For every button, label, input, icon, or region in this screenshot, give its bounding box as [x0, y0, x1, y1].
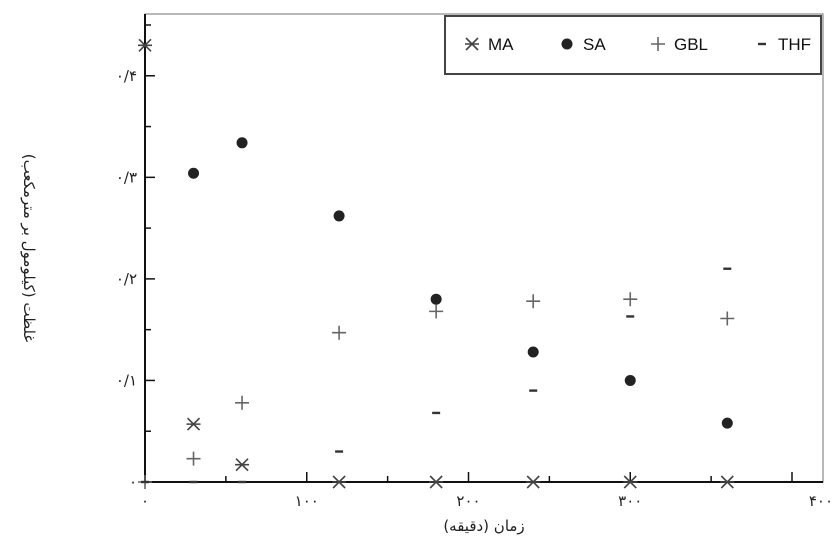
point-gbl — [429, 304, 444, 319]
point-ma — [332, 475, 347, 489]
y-tick-label: ۰/۳ — [116, 168, 137, 186]
x-tick-label: ۳۰۰ — [618, 492, 642, 510]
y-tick-label: ۰/۴ — [116, 67, 137, 85]
legend-marker-gbl — [651, 37, 665, 51]
x-tick-label: ۱۰۰ — [295, 492, 319, 510]
y-axis-title: غلظت (کیلومول بر مترمکعب) — [20, 154, 38, 343]
point-gbl — [332, 325, 347, 340]
point-ma — [720, 475, 735, 489]
point-sa — [624, 374, 636, 386]
legend-label-sa: SA — [583, 35, 606, 54]
point-gbl — [235, 395, 250, 410]
point-ma — [623, 475, 638, 489]
series-gbl — [138, 292, 735, 489]
y-tick-label: ۰ — [129, 473, 137, 491]
x-tick-label: ۰ — [141, 492, 149, 510]
point-ma — [526, 475, 541, 489]
point-sa — [333, 210, 345, 222]
x-axis-title: زمان (دقیقه) — [443, 517, 524, 535]
point-sa — [721, 417, 733, 429]
legend-marker-sa — [561, 38, 573, 50]
y-tick-label: ۰/۱ — [116, 371, 137, 389]
point-gbl — [526, 294, 541, 309]
point-sa — [430, 293, 442, 305]
point-ma — [429, 475, 444, 489]
series-thf — [141, 267, 732, 484]
legend-label-gbl: GBL — [674, 35, 708, 54]
point-sa — [236, 137, 248, 149]
series-sa — [188, 137, 733, 429]
plot-frame — [144, 13, 824, 483]
legend-label-thf: THF — [778, 35, 811, 54]
legend-marker-ma — [465, 37, 479, 51]
legend: MA SA GBL THF — [444, 15, 822, 75]
point-gbl — [186, 451, 201, 466]
legend-label-ma: MA — [488, 35, 514, 54]
point-gbl — [623, 292, 638, 307]
point-ma — [186, 417, 201, 431]
point-sa — [527, 346, 539, 358]
axis-ticks: ۰ ۰/۱ ۰/۲ ۰/۳ ۰/۴ ۰ ۱۰۰ ۲۰۰ ۳۰۰ ۴۰۰ — [116, 24, 833, 510]
x-tick-label: ۴۰۰ — [809, 492, 833, 510]
series-ma — [138, 38, 735, 489]
point-ma — [138, 38, 152, 52]
data-points — [138, 38, 735, 489]
point-ma — [235, 458, 250, 472]
x-tick-label: ۲۰۰ — [456, 492, 480, 510]
y-tick-label: ۰/۲ — [116, 270, 137, 288]
point-sa — [188, 167, 200, 179]
point-gbl — [720, 311, 735, 326]
